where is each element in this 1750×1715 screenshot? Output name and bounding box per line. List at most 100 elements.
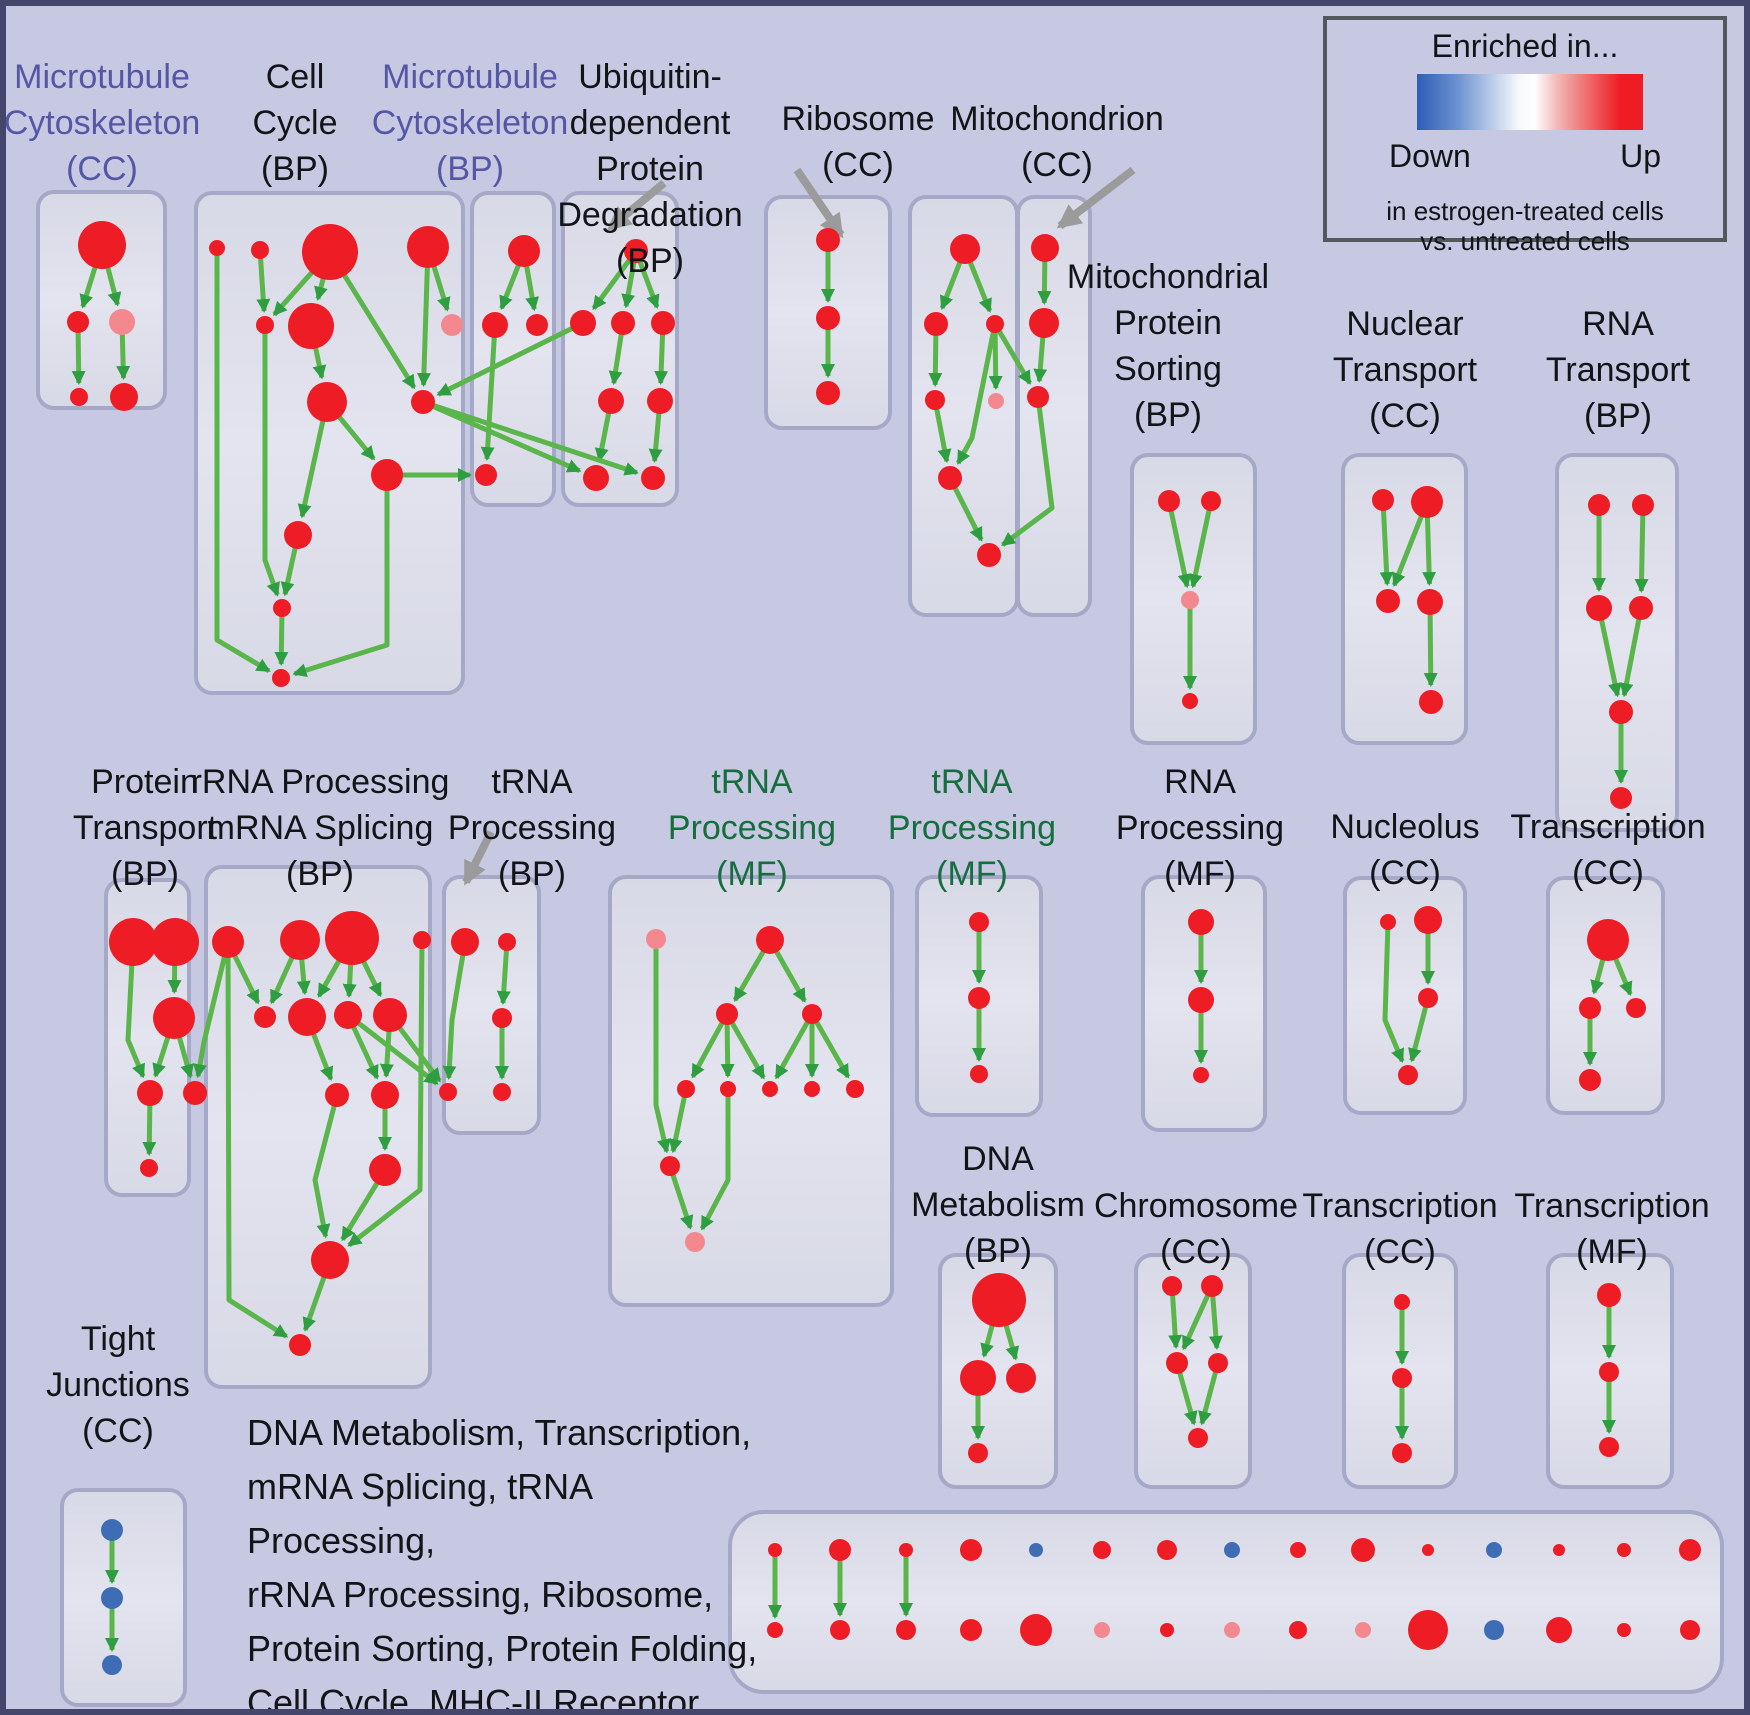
misc-metabolism-group-node [1029,1543,1043,1557]
cell-cycle-bp-node [251,241,269,259]
rrna-processing-mrna-splicing-bp-node [373,998,407,1032]
nuclear-transport-cc-node [1419,690,1443,714]
dna-metabolism-bp-node [1006,1363,1036,1393]
misc-metabolism-group-node [1553,1544,1565,1556]
misc-metabolism-group-node [1094,1622,1110,1638]
rna-processing-mf-node [1188,987,1214,1013]
mitochondrion-cc-node [1031,234,1059,262]
trna-processing-bp-node [498,933,516,951]
cross-cluster-edge [992,322,1033,385]
dna-metabolism-bp-node [960,1360,996,1396]
trna-processing-bp-node [439,1083,457,1101]
misc-metabolism-group-node [960,1539,982,1561]
ubiquitin-degradation-bp-node [624,239,648,263]
cell-cycle-bp-node [256,316,274,334]
protein-transport-bp-node [140,1159,158,1177]
trna-processing-mf-large-node [756,926,784,954]
trna-processing-mf-large-node [685,1232,705,1252]
cell-cycle-bp-node [302,224,358,280]
ubiquitin-degradation-bp-node [651,311,675,335]
transcription-cc-row2-box [1546,876,1665,1115]
microtubule-cytoskeleton-cc-node [78,221,126,269]
tight-junctions-cc-box [60,1488,187,1707]
rna-transport-bp-box [1555,453,1679,832]
trna-processing-mf-small-label: tRNA Processing (MF) [888,763,1056,893]
trna-processing-mf-large-label: tRNA Processing (MF) [668,763,836,893]
rrna-processing-mrna-splicing-bp-node [311,1241,349,1279]
trna-processing-mf-large-node [802,1004,822,1024]
trna-processing-mf-large-node [646,929,666,949]
cell-cycle-bp-node [371,459,403,491]
rrna-processing-mrna-splicing-bp-edge [312,1094,340,1239]
ribosome-cc-node [938,466,962,490]
transcription-cc-row3-label: Transcription (CC) [1302,1187,1497,1271]
rrna-processing-mrna-splicing-bp-node [212,926,244,958]
trna-processing-mf-large-edge [809,1012,851,1079]
rrna-processing-mrna-splicing-bp-node [334,1001,362,1029]
legend-subtitle-line2: vs. untreated cells [1420,226,1630,256]
transcription-cc-row2-node [1626,998,1646,1018]
misc-metabolism-group-node [1484,1620,1504,1640]
cell-cycle-bp-node [209,240,225,256]
misc-metabolism-group-node [1093,1541,1111,1559]
rrna-processing-mrna-splicing-bp-node [280,920,320,960]
misc-metabolism-group-node [899,1543,913,1557]
rrna-processing-mrna-splicing-bp-node [254,1006,276,1028]
rrna-processing-mrna-splicing-bp-edge [347,939,425,1248]
rna-transport-bp-node [1610,787,1632,809]
trna-processing-mf-large-edge [699,1089,731,1231]
label-pointer-arrow [462,830,495,886]
cell-cycle-bp-edge [262,325,280,597]
transcription-mf-label: Transcription (MF) [1514,1187,1709,1271]
ubiquitin-degradation-bp-2-node [816,228,840,252]
cell-cycle-bp-node [273,599,291,617]
misc-metabolism-group-node [1408,1610,1448,1650]
rrna-processing-mrna-splicing-bp-node [288,998,326,1036]
ubiquitin-degradation-bp-label: Ubiquitin-dependent Protein Degradation (BP… [557,58,742,280]
trna-processing-bp-box [442,875,541,1135]
trna-processing-mf-large-node [762,1081,778,1097]
misc-metabolism-group-node [1422,1544,1434,1556]
nucleolus-cc-edge [1382,921,1405,1064]
mitochondrion-cc-node [1029,308,1059,338]
cell-cycle-bp-edge [214,248,271,674]
legend-endpoint-labels: Down Up [1389,138,1661,175]
microtubule-cytoskeleton-cc-node [109,309,135,335]
chromosome-cc-box [1134,1253,1252,1489]
trna-processing-bp-edge [496,941,511,1006]
nucleolus-cc-node [1380,914,1396,930]
microtubule-cytoskeleton-bp-node [526,314,548,336]
microtubule-cytoskeleton-bp-edge [480,324,498,462]
misc-metabolism-group-box [728,1510,1724,1694]
trna-processing-bp-node [451,928,479,956]
legend-box: Enriched in... Down Up in estrogen-treat… [1323,16,1727,256]
misc-metabolism-group-node [1224,1622,1240,1638]
mitochondrial-protein-sorting-bp-edge [1166,500,1192,589]
trna-processing-mf-large-node [720,1081,736,1097]
misc-metabolism-group-node [1486,1542,1502,1558]
legend-up-label: Up [1620,138,1661,174]
cross-cluster-edge [436,320,585,397]
protein-transport-bp-node [109,918,157,966]
mitochondrion-cc-box [1016,195,1092,617]
chromosome-cc-edge [1168,1285,1183,1350]
trna-processing-mf-large-node [716,1003,738,1025]
trna-processing-mf-small-node [968,987,990,1009]
misc-metabolism-group-node [767,1622,783,1638]
protein-transport-bp-label: Protein Transport (BP) [73,763,218,893]
nucleolus-cc-node [1398,1065,1418,1085]
misc-metabolism-group-node [768,1543,782,1557]
transcription-cc-row3-node [1394,1294,1410,1310]
cross-cluster-edge [421,399,582,474]
legend-down-label: Down [1389,138,1471,174]
cross-cluster-edge [1001,396,1055,547]
misc-metabolism-group-node [1680,1620,1700,1640]
rna-transport-bp-edge [1596,607,1622,698]
mitochondrial-protein-sorting-bp-edge [1188,500,1214,589]
dna-metabolism-bp-node [968,1443,988,1463]
protein-transport-bp-edge [125,941,146,1079]
rrna-processing-mrna-splicing-bp-node [413,931,431,949]
mitochondrion-cc-node [1027,386,1049,408]
protein-transport-bp-node [137,1080,163,1106]
